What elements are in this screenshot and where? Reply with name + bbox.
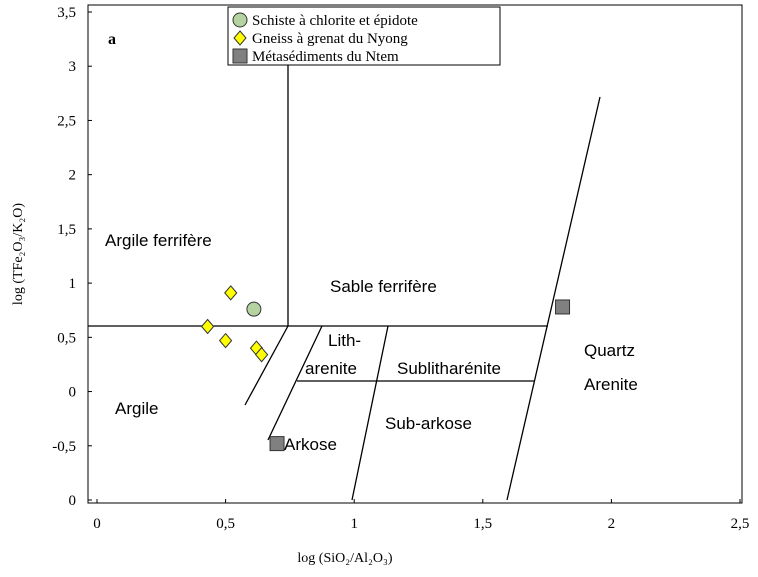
plot-frame [87,4,743,504]
x-tick-label: 2,5 [731,516,750,532]
point [254,346,269,363]
y-tick-label: 2,5 [57,113,76,129]
point [269,436,285,452]
region-label: arenite [305,359,357,378]
x-tick-label: 0,5 [216,516,235,532]
region-label: Argile ferrifère [105,231,212,250]
legend-label: Gneiss à grenat du Nyong [252,31,408,47]
region-label: Quartz [584,341,635,360]
boundary [351,325,389,501]
legend-marker [232,12,248,28]
boundary [244,325,289,406]
x-tick-label: 0 [93,516,101,532]
y-tick-label: -0,5 [52,439,76,455]
legend-box [227,6,501,66]
region-label: Arkose [284,435,337,454]
point [246,301,262,317]
boundary [506,96,601,501]
x-tick-label: 1 [350,516,358,532]
region-label: Lith- [328,331,361,350]
y-tick-label: 0 [69,385,77,401]
legend-label: Schiste à chlorite et épidote [252,13,418,29]
region-label: Arenite [584,375,638,394]
y-axis-title: log (TFe₂O₃/K₂O) [11,203,26,305]
point [555,299,571,315]
legend-label: Métasédiments du Ntem [252,49,399,65]
panel-label: a [108,31,116,48]
y-tick-label: 3 [69,59,77,75]
region-label: Sable ferrifère [330,277,437,296]
legend-marker [232,48,248,64]
boundary [267,325,323,441]
y-tick-label: 2 [69,168,77,184]
x-axis-title: log (SiO₂/Al₂O₃) [297,551,392,566]
y-tick-label: 1 [69,276,77,292]
x-tick-label: 2 [608,516,616,532]
x-tick-label: 1,5 [473,516,492,532]
y-tick-label: 0,5 [57,330,76,346]
y-tick-label: 0 [69,493,77,509]
region-label: Argile [115,399,158,418]
region-label: Sub-arkose [385,414,472,433]
point [224,285,238,301]
y-tick-label: 1,5 [57,222,76,238]
region-label: Sublitharénite [397,359,501,378]
legend-marker [233,30,247,46]
boundaries [88,65,601,501]
point [218,332,233,349]
point [200,318,215,335]
y-tick-label: 3,5 [57,5,76,21]
